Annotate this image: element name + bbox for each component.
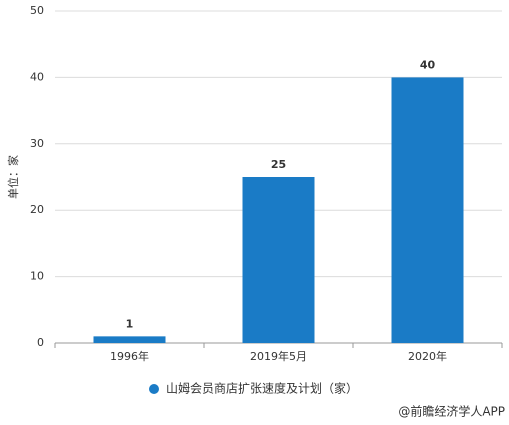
x-tick-label: 2020年 (408, 349, 447, 363)
y-tick-label: 20 (30, 203, 44, 216)
y-tick-label: 10 (30, 270, 44, 283)
source: @前瞻经济学人APP (398, 404, 505, 419)
value-label: 40 (420, 58, 436, 71)
legend-label: 山姆会员商店扩张速度及计划（家） (166, 381, 358, 396)
bar (93, 336, 166, 343)
bar (391, 77, 464, 344)
value-label: 25 (271, 158, 286, 171)
x-tick-label: 1996年 (110, 349, 149, 363)
y-tick-label: 40 (30, 70, 44, 83)
bar (242, 177, 315, 343)
legend-marker (149, 384, 159, 394)
y-tick-label: 0 (37, 336, 44, 349)
y-tick-label: 30 (30, 137, 44, 150)
x-tick-label: 2019年5月 (250, 349, 307, 363)
y-axis-label: 单位：家 (6, 155, 20, 199)
y-tick-label: 50 (30, 4, 44, 17)
value-label: 1 (126, 317, 134, 330)
